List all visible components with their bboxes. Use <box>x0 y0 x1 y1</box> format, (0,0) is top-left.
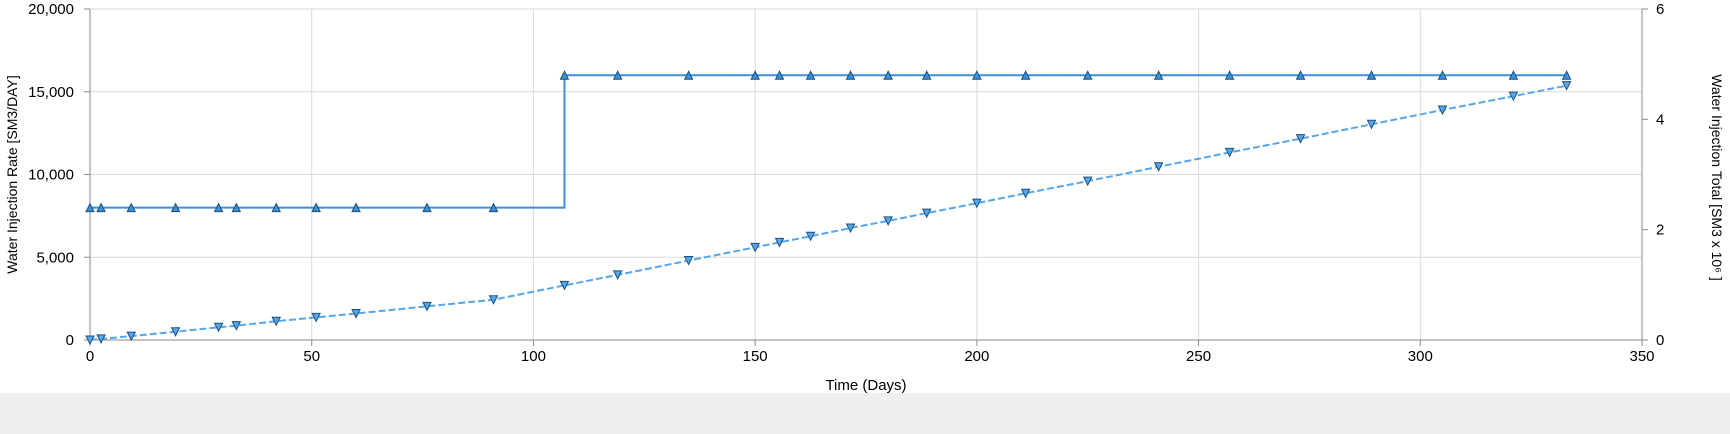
y-right-axis-title: Water Injection Total [SM3 x 10⁶ ] <box>1709 74 1725 281</box>
series-2-point <box>612 270 623 281</box>
series-1-point <box>683 70 694 80</box>
series-1-point <box>1561 70 1572 80</box>
x-tick-label: 250 <box>1186 348 1211 365</box>
series-2-point <box>1508 91 1519 102</box>
series-1-point <box>750 70 760 80</box>
x-tick-label: 150 <box>743 348 768 365</box>
series-1-point <box>972 70 982 80</box>
y-right-tick-label: 2 <box>1656 222 1664 239</box>
chart-svg: 0 50 100 150 200 250 300 35005,00010,00015,0002… <box>4 1 1725 394</box>
series-1-point <box>126 202 137 213</box>
series-1-point <box>1437 70 1448 80</box>
series-1-point <box>883 70 893 80</box>
series-1-point <box>559 70 570 80</box>
series-2-point <box>170 327 181 337</box>
series-2-point <box>271 316 282 327</box>
series-2-point <box>774 237 785 248</box>
x-tick-label: 50 <box>303 348 320 365</box>
series-1-point <box>1295 70 1306 80</box>
series-1-point <box>1224 70 1235 80</box>
series-1-point <box>1153 70 1164 80</box>
x-tick-label: 200 <box>964 348 989 365</box>
series-1-point <box>85 202 95 213</box>
y-right-tick-label: 0 <box>1656 332 1664 349</box>
series-2-point <box>1295 134 1306 144</box>
series-2-point <box>96 334 106 345</box>
x-tick-label: 350 <box>1629 348 1654 365</box>
series-2-point <box>883 216 893 226</box>
series-2-point <box>85 335 95 346</box>
series-2-point <box>1561 81 1572 91</box>
series-1-point <box>422 202 432 213</box>
series-1-point <box>231 202 242 213</box>
series-1-point <box>845 70 856 80</box>
series-1-point <box>351 202 361 213</box>
series-2-point <box>311 312 321 323</box>
series-2-point <box>805 231 816 242</box>
series-2-point <box>683 256 694 266</box>
series-1-point <box>1508 70 1519 80</box>
y-right-tick-label: 4 <box>1656 111 1664 128</box>
y-right-tick-label: 6 <box>1656 1 1664 18</box>
series-1-point <box>1082 70 1093 80</box>
y-left-tick-label: 15,000 <box>28 84 74 101</box>
series-2-point <box>972 198 982 209</box>
y-left-tick-label: 0 <box>66 332 74 349</box>
x-tick-label: 300 <box>1408 348 1433 365</box>
y-left-tick-label: 5,000 <box>36 249 74 266</box>
series-1-point <box>311 202 321 213</box>
series-2-point <box>488 295 499 305</box>
x-axis-title: Time (Days) <box>825 377 906 393</box>
series-1-point <box>921 70 932 80</box>
y-left-tick-label: 20,000 <box>28 1 74 18</box>
series-2-point <box>921 208 932 219</box>
series-2-point <box>422 301 432 312</box>
series-1-point <box>96 202 106 213</box>
series-2-point <box>231 321 242 331</box>
series-2-point <box>1082 176 1093 187</box>
series-2-point <box>1020 188 1031 199</box>
series-2-point <box>750 242 760 253</box>
series-1-point <box>488 202 499 213</box>
series-2-point <box>1366 119 1377 130</box>
series-1-point <box>612 70 623 80</box>
x-tick-label: 0 <box>86 348 94 365</box>
series-2-point <box>559 280 570 291</box>
series-1-point <box>1020 70 1031 80</box>
series-1-point <box>805 70 816 80</box>
footer-strip <box>0 393 1730 434</box>
series-2-point <box>351 309 361 319</box>
series-2-point <box>845 223 856 234</box>
series-2-line <box>89 84 1567 341</box>
series-1-point <box>170 202 181 213</box>
series-2-point <box>1437 105 1448 116</box>
series-2-point <box>213 322 224 333</box>
series-1-point <box>774 70 785 80</box>
series-2-point <box>126 331 137 342</box>
series-1-point <box>271 202 282 213</box>
series-2-point <box>1224 147 1235 158</box>
x-tick-label: 100 <box>521 348 546 365</box>
series-1-point <box>1366 70 1377 80</box>
y-left-tick-label: 10,000 <box>28 167 74 184</box>
y-left-axis-title: Water Injection Rate [SM3/DAY] <box>4 75 20 273</box>
series-2-point <box>1153 162 1164 172</box>
series-1-point <box>213 202 224 213</box>
